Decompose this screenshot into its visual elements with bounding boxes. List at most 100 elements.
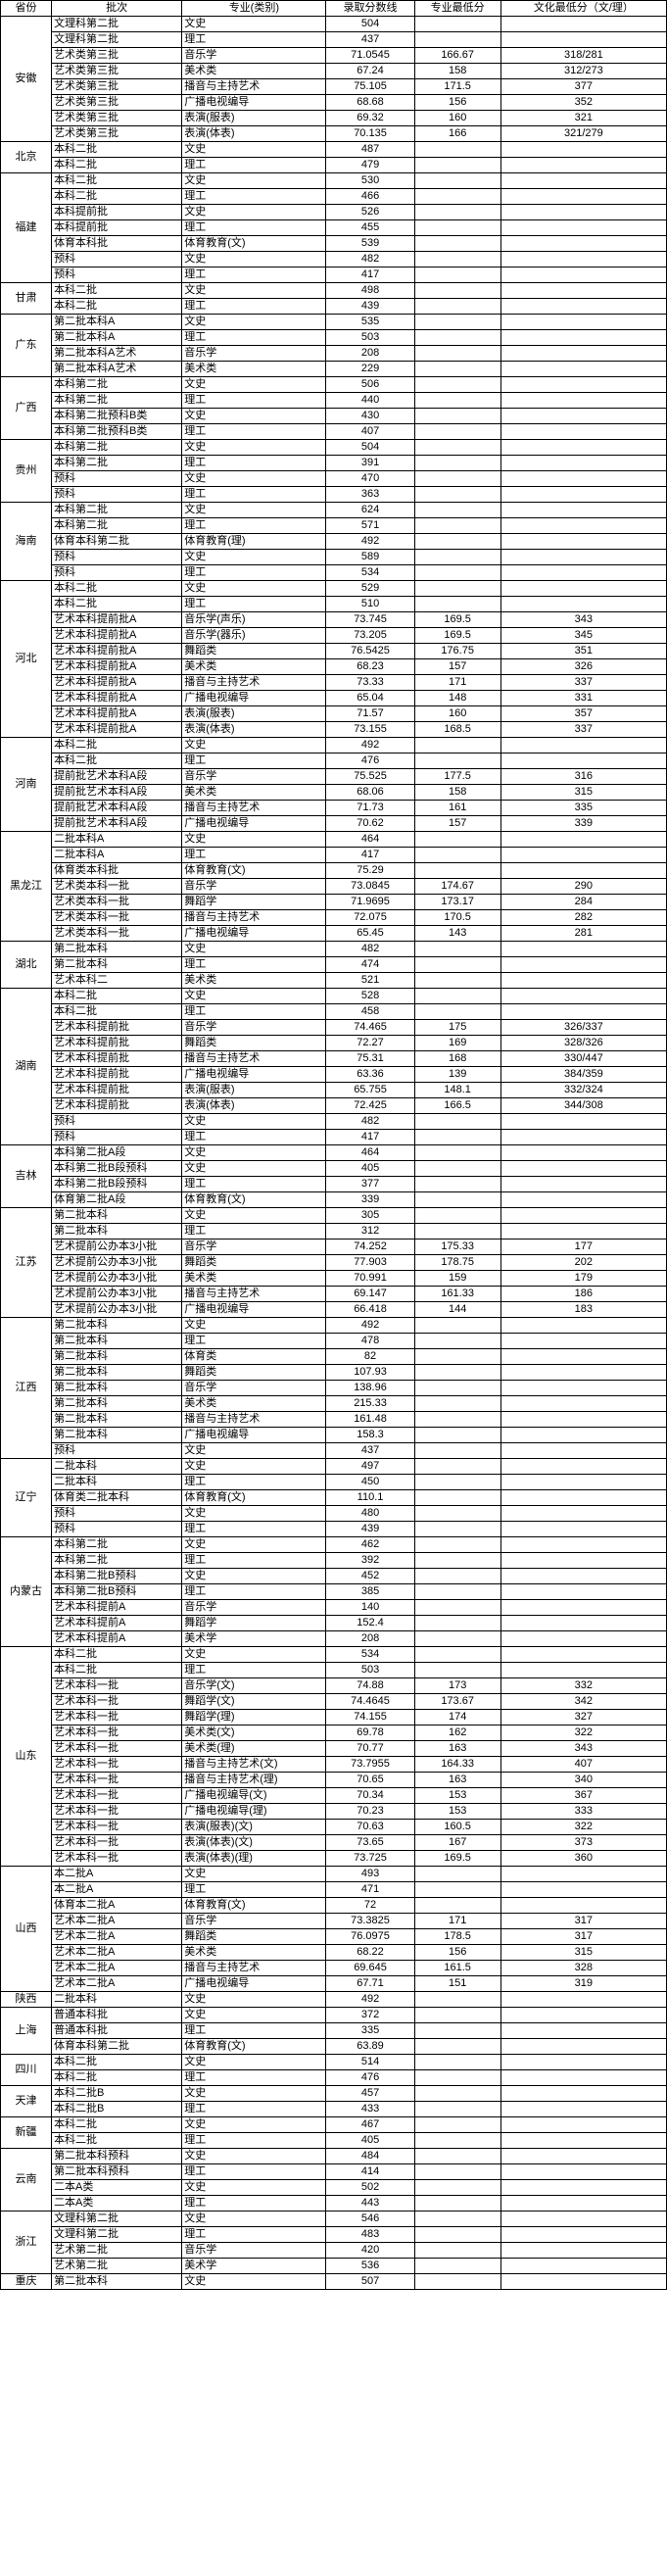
major-cell: 理工 (181, 423, 327, 440)
admission-line-cell: 73.745 (325, 611, 415, 628)
admission-line-cell: 405 (325, 2132, 415, 2149)
admission-line-cell: 482 (325, 941, 415, 957)
province-cell: 河北 (0, 580, 53, 738)
admission-line-cell: 77.903 (325, 1254, 415, 1271)
batch-cell: 艺术本科一批 (51, 1803, 183, 1820)
batch-cell: 艺术本科提前批A (51, 690, 183, 706)
table-row: 艺术类本科一批 音乐学 73.0845 174.67 290 (1, 878, 667, 895)
major-cell: 广播电视编导 (181, 815, 327, 832)
major-cell: 理工 (181, 267, 327, 283)
admission-line-cell: 70.62 (325, 815, 415, 832)
major-min-score-cell (413, 392, 501, 409)
major-cell: 文史 (181, 16, 327, 32)
major-cell: 文史 (181, 1207, 327, 1224)
culture-min-score-cell (500, 1552, 667, 1569)
admission-line-cell: 335 (325, 2022, 415, 2039)
batch-cell: 第二批本科 (51, 1333, 183, 1349)
major-min-score-cell (413, 439, 501, 456)
batch-cell: 本科第二批B预科 (51, 1568, 183, 1584)
batch-cell: 第二批本科 (51, 1395, 183, 1412)
table-row: 艺术本二批A 广播电视编导 67.71 151 319 (1, 1975, 667, 1992)
culture-min-score-cell (500, 1536, 667, 1553)
table-row: 二本A类 理工 443 (1, 2195, 667, 2211)
major-min-score-cell (413, 1474, 501, 1490)
major-cell: 表演(体表) (181, 1097, 327, 1114)
admission-line-cell: 492 (325, 533, 415, 550)
major-cell: 表演(体表)(理) (181, 1850, 327, 1867)
batch-cell: 艺术本科一批 (51, 1850, 183, 1867)
major-cell: 播音与主持艺术 (181, 800, 327, 816)
table-row: 预科 文史 437 (1, 1442, 667, 1459)
batch-cell: 提前批艺术本科A段 (51, 768, 183, 785)
major-cell: 文史 (181, 204, 327, 220)
culture-min-score-cell (500, 141, 667, 158)
table-row: 第二批本科 理工 474 (1, 956, 667, 973)
batch-cell: 二本A类 (51, 2195, 183, 2211)
admission-line-cell: 392 (325, 1552, 415, 1569)
major-cell: 理工 (181, 1333, 327, 1349)
major-min-score-cell: 170.5 (413, 909, 501, 926)
culture-min-score-cell (500, 2085, 667, 2102)
culture-min-score-cell: 319 (500, 1975, 667, 1992)
major-cell: 理工 (181, 517, 327, 534)
admission-line-cell: 483 (325, 2226, 415, 2243)
province-cell: 黑龙江 (0, 831, 53, 942)
culture-min-score-cell (500, 753, 667, 769)
batch-cell: 预科 (51, 267, 183, 283)
batch-cell: 体育类二批本科 (51, 1489, 183, 1506)
table-row: 艺术本二批A 音乐学 73.3825 171 317 (1, 1913, 667, 1929)
admission-line-cell: 506 (325, 376, 415, 393)
major-cell: 理工 (181, 2101, 327, 2117)
province-cell: 天津 (0, 2085, 53, 2117)
batch-cell: 艺术提前公办本3小批 (51, 1270, 183, 1287)
major-cell: 理工 (181, 2226, 327, 2243)
batch-cell: 第二批本科 (51, 1207, 183, 1224)
table-row: 本科二批 理工 503 (1, 1662, 667, 1678)
table-row: 重庆 第二批本科 文史 507 (0, 2273, 667, 2290)
table-row: 艺术本科一批 美术类(理) 70.77 163 343 (1, 1740, 667, 1757)
major-min-score-cell (413, 455, 501, 471)
major-min-score-cell (413, 2038, 501, 2055)
admission-line-cell: 484 (325, 2148, 415, 2164)
admission-line-cell: 385 (325, 1583, 415, 1600)
major-min-score-cell: 157 (413, 658, 501, 675)
major-cell: 理工 (181, 329, 327, 346)
table-row: 黑龙江 二批本科A 文史 464 (0, 831, 667, 942)
table-row: 艺术本科提前批 表演(体表) 72.425 166.5 344/308 (1, 1097, 667, 1114)
admission-line-cell: 372 (325, 2007, 415, 2023)
culture-min-score-cell (500, 439, 667, 456)
culture-min-score-cell (500, 1615, 667, 1631)
admission-line-cell: 492 (325, 1991, 415, 2008)
column-header-major: 专业(类别) (181, 0, 327, 17)
batch-cell: 艺术本科提前批 (51, 1097, 183, 1114)
admission-line-cell: 73.725 (325, 1850, 415, 1867)
admission-line-cell: 69.32 (325, 110, 415, 126)
culture-min-score-cell (500, 1474, 667, 1490)
major-min-score-cell (413, 1521, 501, 1537)
culture-min-score-cell (500, 2148, 667, 2164)
culture-min-score-cell: 321 (500, 110, 667, 126)
batch-cell: 第二批本科 (51, 956, 183, 973)
culture-min-score-cell (500, 956, 667, 973)
major-min-score-cell: 166 (413, 125, 501, 142)
batch-cell: 文理科第二批 (51, 31, 183, 48)
batch-cell: 艺术本科提前批A (51, 721, 183, 738)
batch-cell: 第二批本科 (51, 1427, 183, 1443)
batch-cell: 本科二批B (51, 2101, 183, 2117)
major-min-score-cell (413, 988, 501, 1004)
culture-min-score-cell: 357 (500, 705, 667, 722)
admission-line-cell: 476 (325, 753, 415, 769)
batch-cell: 第二批本科A艺术 (51, 345, 183, 362)
major-min-score-cell (413, 204, 501, 220)
table-row: 本科提前批 理工 455 (1, 219, 667, 236)
table-row: 本科二批B 理工 433 (1, 2101, 667, 2117)
major-cell: 文史 (181, 2085, 327, 2102)
table-row: 文理科第二批 理工 437 (1, 31, 667, 48)
batch-cell: 艺术本科提前批 (51, 1082, 183, 1098)
major-min-score-cell (413, 941, 501, 957)
admission-line-cell: 65.45 (325, 925, 415, 942)
major-min-score-cell (413, 737, 501, 753)
admission-line-cell: 414 (325, 2163, 415, 2180)
major-min-score-cell (413, 1599, 501, 1616)
batch-cell: 艺术本科提前批A (51, 658, 183, 675)
